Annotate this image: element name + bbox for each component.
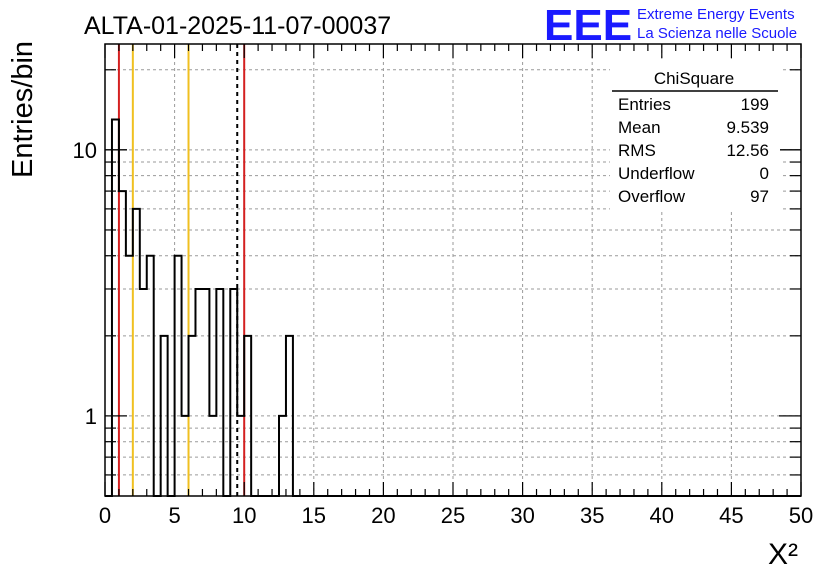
axes: 0 5 10 15 20 25 30 35 40 45 50 1 10 <box>73 43 813 528</box>
y-tick-label: 1 <box>85 404 97 429</box>
stats-value-overflow: 97 <box>750 187 769 206</box>
x-tick-label: 35 <box>580 503 604 528</box>
x-tick-label: 10 <box>232 503 256 528</box>
stats-value-underflow: 0 <box>760 164 769 183</box>
stats-label-rms: RMS <box>618 141 656 160</box>
stats-value-mean: 9.539 <box>726 118 769 137</box>
chart-title: ALTA-01-2025-11-07-00037 <box>84 12 391 40</box>
stats-label-mean: Mean <box>618 118 661 137</box>
x-tick-label: 5 <box>168 503 180 528</box>
stats-label-underflow: Underflow <box>618 164 695 183</box>
x-tick-label: 45 <box>719 503 743 528</box>
x-tick-label: 40 <box>650 503 674 528</box>
stats-title: ChiSquare <box>654 69 734 88</box>
stats-label-overflow: Overflow <box>618 187 686 206</box>
stats-box: ChiSquare Entries 199 Mean 9.539 RMS 12.… <box>610 62 780 212</box>
grid <box>105 44 801 496</box>
stats-value-entries: 199 <box>741 95 769 114</box>
stats-label-entries: Entries <box>618 95 671 114</box>
logo-line-1: Extreme Energy Events <box>637 6 795 23</box>
y-axis-label: Entries/bin <box>7 41 39 178</box>
x-tick-label: 30 <box>510 503 534 528</box>
stats-box-bg <box>610 62 780 212</box>
x-tick-label: 25 <box>441 503 465 528</box>
logo-line-2: La Scienza nelle Scuole <box>637 25 797 42</box>
logo-mark: EEE <box>544 1 632 50</box>
eee-logo: EEE Extreme Energy Events La Scienza nel… <box>544 1 797 50</box>
x-axis-label: X² <box>768 538 798 571</box>
x-tick-label: 15 <box>302 503 326 528</box>
x-tick-label: 20 <box>371 503 395 528</box>
x-tick-label: 0 <box>99 503 111 528</box>
x-tick-label: 50 <box>789 503 813 528</box>
y-tick-label: 10 <box>73 138 97 163</box>
stats-value-rms: 12.56 <box>726 141 769 160</box>
